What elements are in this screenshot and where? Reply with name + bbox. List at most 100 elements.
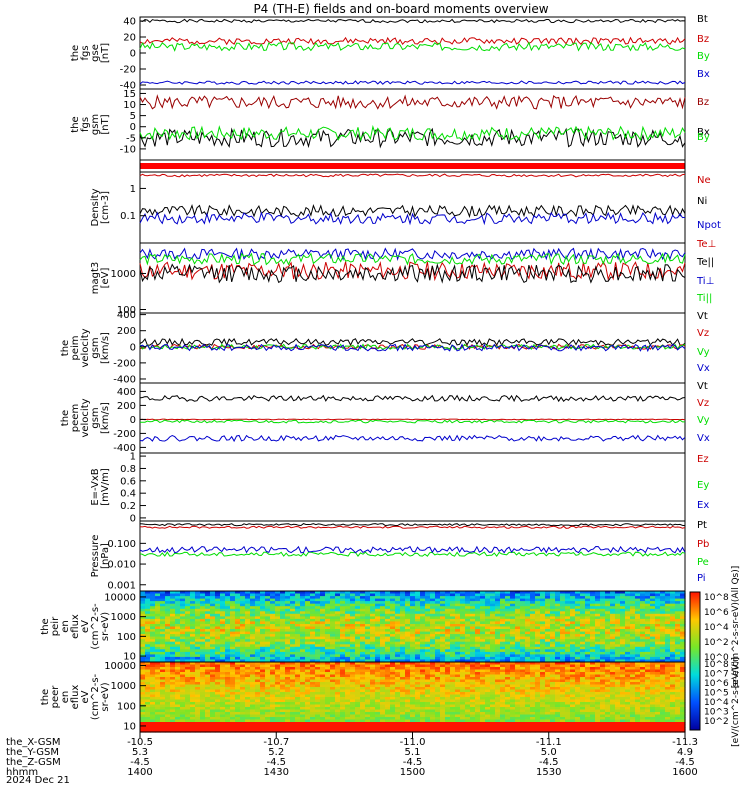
heatmap-cell bbox=[425, 712, 431, 716]
heatmap-cell bbox=[305, 667, 311, 671]
heatmap-cell bbox=[535, 596, 541, 600]
heatmap-cell bbox=[160, 717, 166, 721]
heatmap-cell bbox=[665, 616, 671, 620]
heatmap-cell bbox=[350, 672, 356, 676]
heatmap-cell bbox=[245, 659, 251, 663]
heatmap-cell bbox=[140, 674, 146, 678]
heatmap-cell bbox=[220, 616, 226, 620]
heatmap-cell bbox=[470, 611, 476, 615]
y-tick-label: 0 bbox=[130, 415, 136, 426]
heatmap-cell bbox=[180, 669, 186, 673]
heatmap-cell bbox=[450, 664, 456, 668]
heatmap-cell bbox=[520, 593, 526, 597]
heatmap-cell bbox=[230, 608, 236, 612]
heatmap-cell bbox=[190, 624, 196, 628]
heatmap-cell bbox=[615, 659, 621, 663]
heatmap-cell bbox=[495, 629, 501, 633]
heatmap-cell bbox=[170, 631, 176, 635]
heatmap-cell bbox=[280, 601, 286, 605]
heatmap-cell bbox=[275, 672, 281, 676]
heatmap-cell bbox=[330, 687, 336, 691]
heatmap-cell bbox=[670, 606, 676, 610]
heatmap-cell bbox=[235, 656, 241, 660]
heatmap-cell bbox=[295, 629, 301, 633]
heatmap-cell bbox=[515, 596, 521, 600]
heatmap-cell bbox=[430, 697, 436, 701]
heatmap-cell bbox=[435, 694, 441, 698]
heatmap-cell bbox=[190, 672, 196, 676]
heatmap-cell bbox=[380, 641, 386, 645]
heatmap-cell bbox=[265, 722, 271, 726]
heatmap-cell bbox=[170, 616, 176, 620]
heatmap-cell bbox=[450, 593, 456, 597]
heatmap-cell bbox=[555, 611, 561, 615]
heatmap-cell bbox=[300, 606, 306, 610]
heatmap-cell bbox=[320, 714, 326, 718]
heatmap-cell bbox=[425, 727, 431, 731]
heatmap-cell bbox=[365, 692, 371, 696]
heatmap-cell bbox=[180, 636, 186, 640]
heatmap-cell bbox=[420, 634, 426, 638]
heatmap-cell bbox=[505, 639, 511, 643]
heatmap-cell bbox=[480, 591, 486, 595]
heatmap-cell bbox=[285, 719, 291, 723]
heatmap-cell bbox=[370, 684, 376, 688]
heatmap-cell bbox=[190, 702, 196, 706]
heatmap-cell bbox=[140, 646, 146, 650]
heatmap-cell bbox=[410, 699, 416, 703]
heatmap-cell bbox=[300, 634, 306, 638]
heatmap-cell bbox=[530, 596, 536, 600]
heatmap-cell bbox=[540, 646, 546, 650]
heatmap-cell bbox=[570, 651, 576, 655]
heatmap-cell bbox=[425, 714, 431, 718]
heatmap-cell bbox=[425, 611, 431, 615]
heatmap-cell bbox=[495, 634, 501, 638]
heatmap-cell bbox=[345, 641, 351, 645]
series-line-Vx bbox=[139, 434, 686, 443]
heatmap-cell bbox=[375, 624, 381, 628]
heatmap-cell bbox=[200, 669, 206, 673]
heatmap-cell bbox=[370, 621, 376, 625]
heatmap-cell bbox=[170, 626, 176, 630]
heatmap-cell bbox=[395, 687, 401, 691]
heatmap-cell bbox=[570, 611, 576, 615]
heatmap-cell bbox=[615, 618, 621, 622]
heatmap-cell bbox=[640, 596, 646, 600]
heatmap-cell bbox=[440, 598, 446, 602]
heatmap-cell bbox=[255, 712, 261, 716]
heatmap-cell bbox=[580, 641, 586, 645]
heatmap-cell bbox=[630, 639, 636, 643]
heatmap-cell bbox=[240, 608, 246, 612]
heatmap-cell bbox=[680, 596, 686, 600]
heatmap-cell bbox=[430, 656, 436, 660]
heatmap-cell bbox=[145, 727, 151, 731]
heatmap-cell bbox=[145, 618, 151, 622]
heatmap-cell bbox=[190, 722, 196, 726]
heatmap-cell bbox=[435, 649, 441, 653]
heatmap-cell bbox=[565, 639, 571, 643]
heatmap-cell bbox=[355, 634, 361, 638]
heatmap-cell bbox=[530, 634, 536, 638]
heatmap-cell bbox=[200, 697, 206, 701]
heatmap-cell bbox=[390, 694, 396, 698]
heatmap-cell bbox=[235, 697, 241, 701]
heatmap-cell bbox=[160, 707, 166, 711]
heatmap-cell bbox=[195, 639, 201, 643]
heatmap-cell bbox=[305, 593, 311, 597]
heatmap-cell bbox=[170, 697, 176, 701]
heatmap-cell bbox=[340, 694, 346, 698]
heatmap-cell bbox=[430, 606, 436, 610]
heatmap-cell bbox=[500, 656, 506, 660]
heatmap-cell bbox=[270, 634, 276, 638]
heatmap-cell bbox=[295, 596, 301, 600]
heatmap-cell bbox=[400, 702, 406, 706]
heatmap-cell bbox=[200, 646, 206, 650]
heatmap-cell bbox=[340, 608, 346, 612]
heatmap-cell bbox=[540, 601, 546, 605]
heatmap-cell bbox=[480, 593, 486, 597]
heatmap-cell bbox=[385, 641, 391, 645]
heatmap-cell bbox=[400, 684, 406, 688]
heatmap-cell bbox=[310, 634, 316, 638]
heatmap-cell bbox=[275, 593, 281, 597]
heatmap-cell bbox=[165, 634, 171, 638]
